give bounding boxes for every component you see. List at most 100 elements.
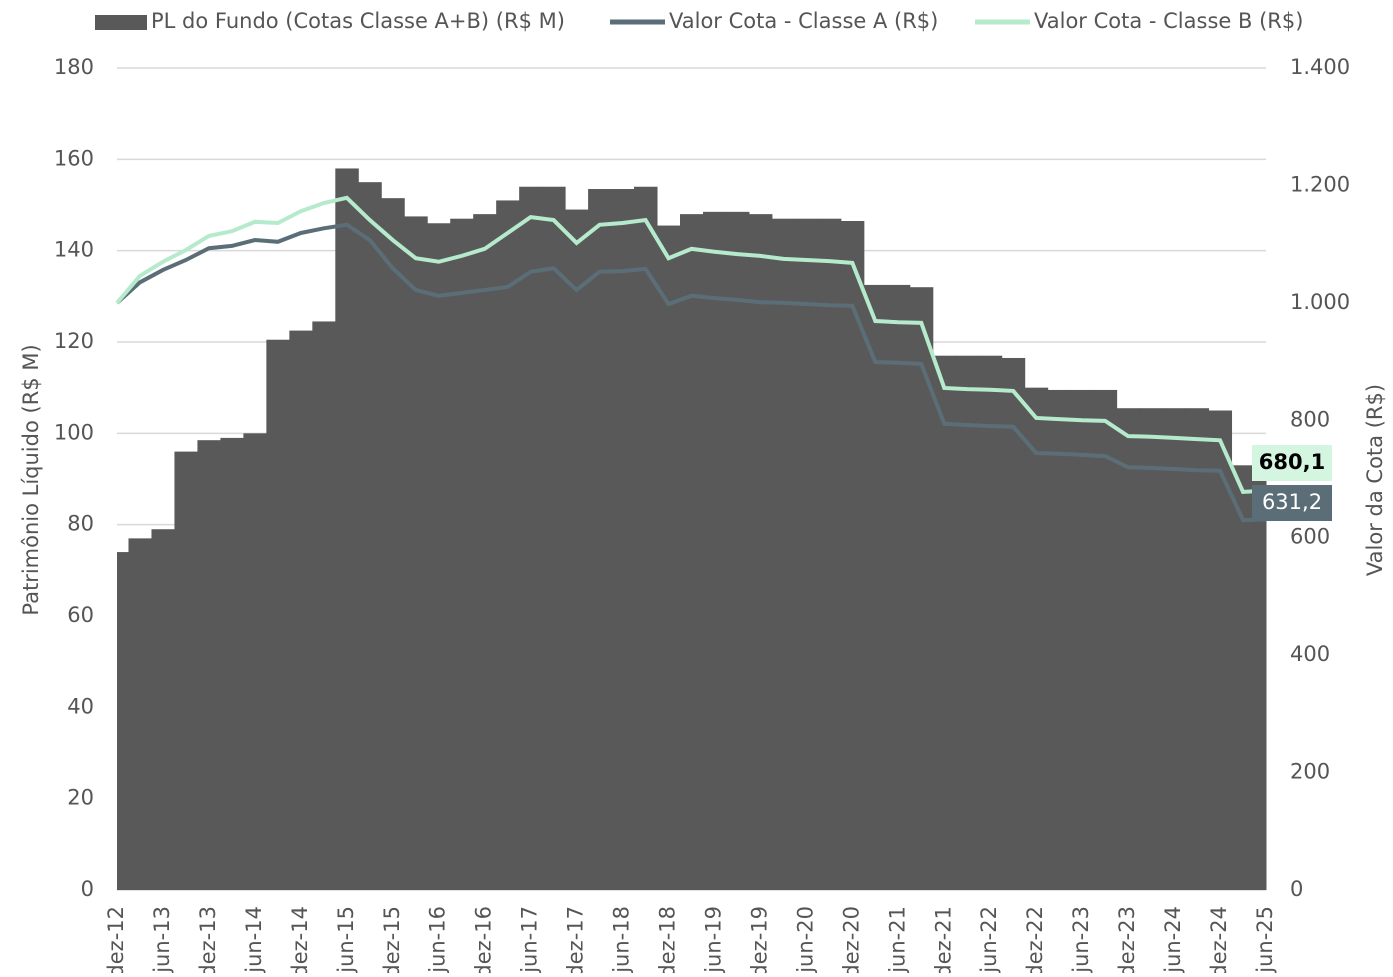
- bar: [243, 433, 267, 890]
- y-tick-label: 40: [67, 694, 94, 718]
- y2-tick-label: 200: [1290, 760, 1330, 784]
- y2-axis-title: Valor da Cota (R$): [1363, 384, 1387, 576]
- legend-label: PL do Fundo (Cotas Classe A+B) (R$ M): [151, 9, 565, 33]
- y-tick-label: 180: [54, 55, 94, 79]
- x-tick-label: jun-23: [1069, 906, 1093, 973]
- y-tick-label: 0: [81, 877, 94, 901]
- bar: [266, 339, 290, 890]
- bar: [1254, 469, 1267, 890]
- bar: [197, 440, 221, 890]
- x-tick-label: dez-21: [931, 906, 955, 973]
- bar: [909, 287, 934, 890]
- bar: [312, 321, 336, 890]
- x-tick-label: jun-16: [426, 906, 450, 973]
- y-tick-label: 140: [54, 238, 94, 262]
- line: [115, 195, 1267, 494]
- bar: [1116, 408, 1141, 890]
- x-tick-label: jun-17: [518, 906, 542, 973]
- x-tick-label: dez-13: [196, 906, 220, 973]
- bar: [817, 218, 842, 890]
- bar: [565, 209, 589, 891]
- x-tick-label: dez-24: [1207, 906, 1231, 973]
- bar: [427, 223, 451, 890]
- bar: [358, 182, 382, 890]
- bar: [702, 211, 727, 891]
- bar: [1024, 387, 1049, 890]
- bar: [1208, 410, 1233, 890]
- x-tick-label: dez-18: [656, 906, 680, 973]
- bar: [932, 355, 957, 890]
- bar: [289, 330, 313, 890]
- x-tick-label: jun-20: [793, 906, 817, 973]
- x-tick-label: jun-19: [701, 906, 725, 973]
- x-tick-label: jun-22: [977, 906, 1001, 973]
- legend-swatch: [95, 15, 147, 30]
- bar: [748, 214, 773, 891]
- bar: [473, 214, 497, 891]
- bar: [381, 198, 405, 890]
- x-tick-label: dez-14: [288, 906, 312, 973]
- x-tick-label: dez-17: [564, 906, 588, 973]
- bar: [1093, 389, 1118, 890]
- x-tick-label: jun-13: [150, 906, 174, 973]
- bar: [794, 218, 819, 890]
- x-tick-label: dez-15: [380, 906, 404, 973]
- x-tick-label: jun-18: [610, 906, 634, 973]
- bar: [335, 168, 359, 890]
- bar: [955, 355, 980, 890]
- x-tick-label: jun-15: [334, 906, 358, 973]
- x-tick-label: dez-19: [747, 906, 771, 973]
- x-tick-label: jun-24: [1161, 906, 1185, 973]
- bar: [404, 216, 428, 890]
- bar: [151, 529, 175, 890]
- y-tick-label: 120: [54, 329, 94, 353]
- x-tick-label: dez-12: [104, 906, 128, 973]
- value-label: 680,1: [1259, 450, 1325, 474]
- x-tick-label: jun-25: [1253, 906, 1277, 973]
- bar: [863, 284, 888, 891]
- y-tick-label: 160: [54, 146, 94, 170]
- bar: [542, 186, 566, 890]
- bar: [496, 200, 520, 890]
- bar: [611, 189, 635, 890]
- y-tick-label: 60: [67, 603, 94, 627]
- bar: [978, 355, 1003, 890]
- value-label-box: [1252, 485, 1332, 521]
- x-tick-label: dez-20: [839, 906, 863, 973]
- y-axis-title: Patrimônio Líquido (R$ M): [19, 344, 43, 615]
- bar: [1162, 408, 1187, 890]
- legend-label: Valor Cota - Classe B (R$): [1034, 9, 1303, 33]
- x-tick-label: dez-22: [1023, 906, 1047, 973]
- y2-tick-label: 400: [1290, 642, 1330, 666]
- bar: [1231, 465, 1256, 890]
- bar: [634, 186, 658, 890]
- legend-label: Valor Cota - Classe A (R$): [669, 9, 938, 33]
- y2-tick-label: 1.000: [1290, 290, 1350, 314]
- bar: [725, 211, 750, 891]
- bar: [174, 451, 198, 890]
- y2-tick-label: 600: [1290, 525, 1330, 549]
- x-tick-label: dez-16: [472, 906, 496, 973]
- y-tick-label: 100: [54, 420, 94, 444]
- y-tick-label: 20: [67, 786, 94, 810]
- line: [115, 222, 1267, 523]
- x-tick-label: jun-14: [242, 906, 266, 973]
- y-tick-label: 80: [67, 512, 94, 536]
- bar: [1047, 389, 1072, 890]
- bar: [519, 186, 543, 890]
- bar: [450, 218, 474, 890]
- bar: [1185, 408, 1210, 890]
- bar: [1070, 389, 1095, 890]
- bar: [128, 538, 152, 890]
- bar: [680, 214, 704, 891]
- bar: [588, 189, 612, 890]
- value-label: 631,2: [1262, 490, 1322, 514]
- bar: [771, 218, 796, 890]
- x-tick-label: dez-23: [1115, 906, 1139, 973]
- y2-tick-label: 1.400: [1290, 55, 1350, 79]
- bar: [1139, 408, 1164, 890]
- y2-tick-label: 800: [1290, 407, 1330, 431]
- y2-tick-label: 0: [1290, 877, 1303, 901]
- bar: [840, 220, 865, 890]
